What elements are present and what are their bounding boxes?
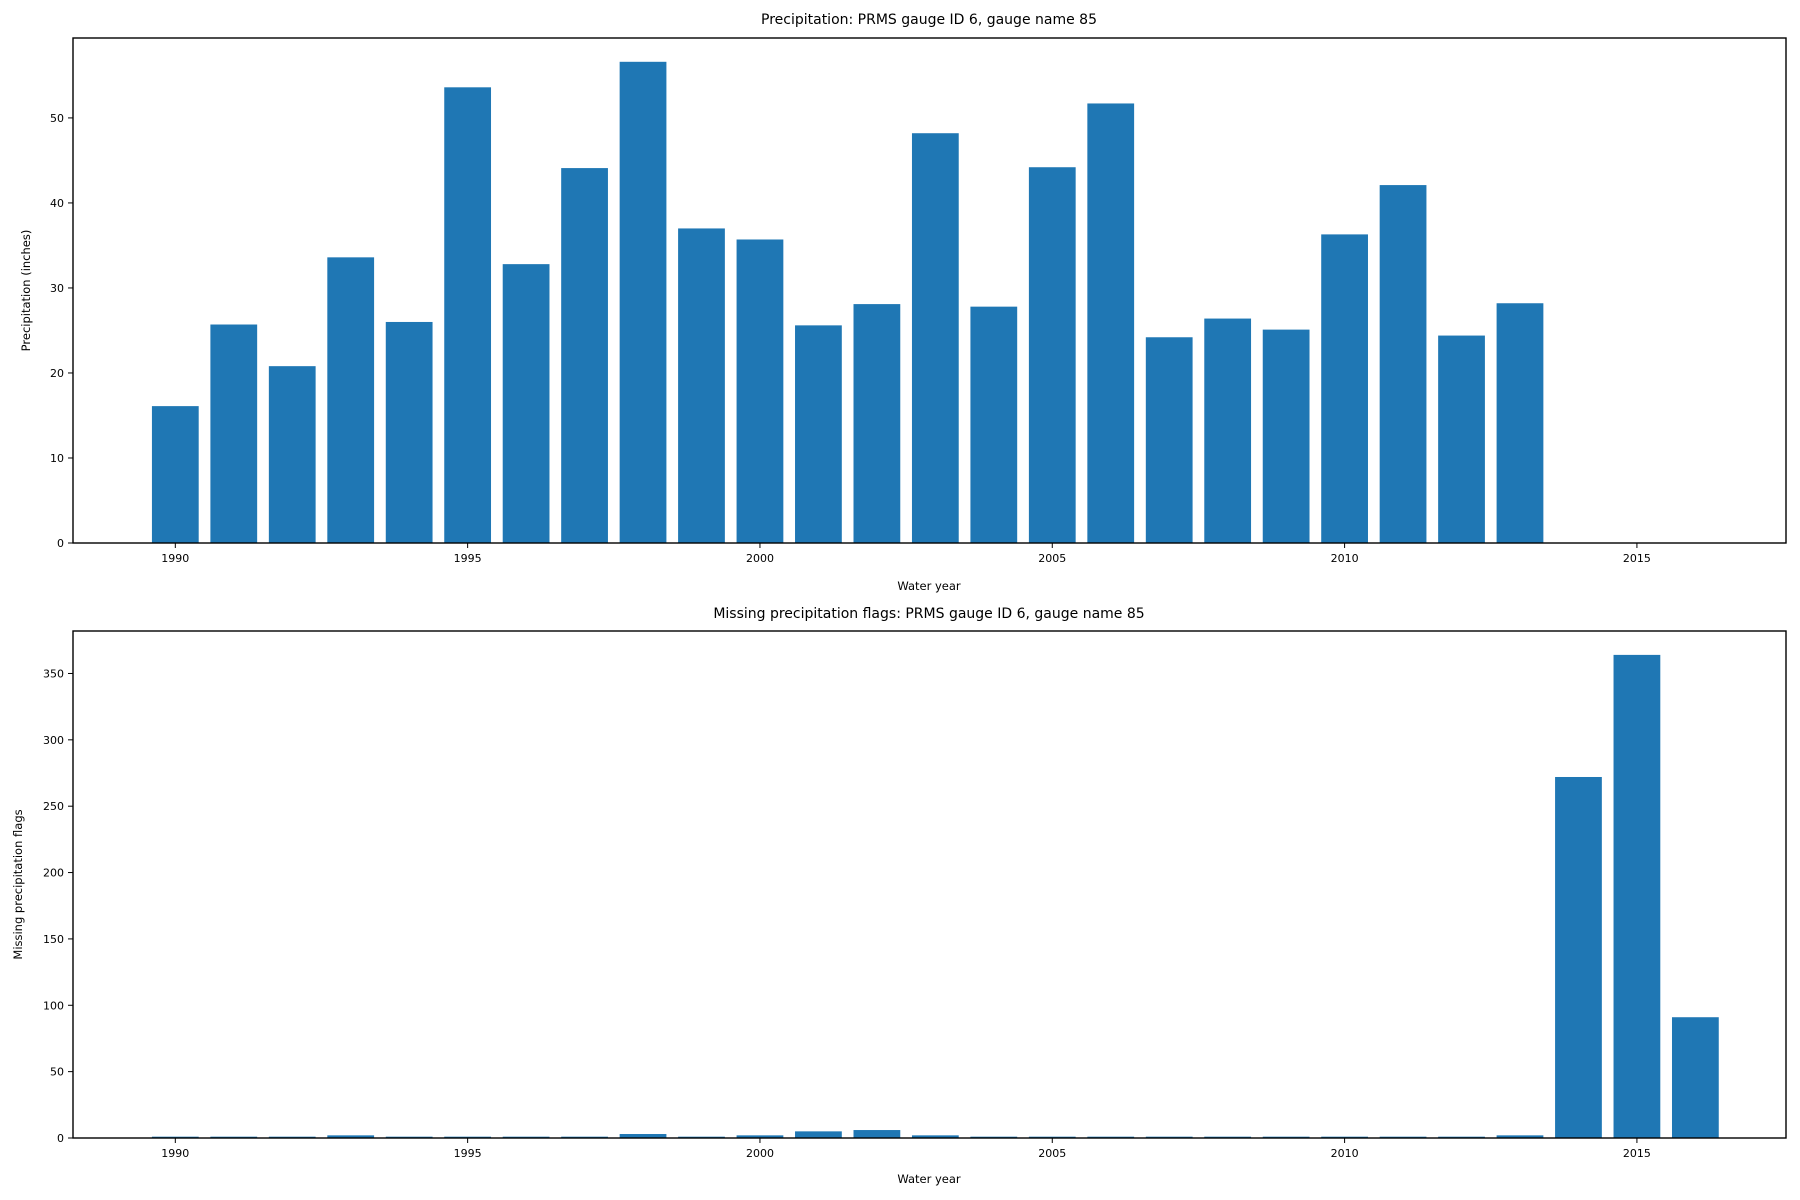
missing-flags-bars	[151, 654, 1719, 1138]
missing-flags-bar-2016	[1671, 1017, 1719, 1138]
precipitation-bar-2013	[1496, 303, 1544, 543]
missing-flags-x-tick-label: 2015	[1623, 1147, 1651, 1160]
precipitation-bar-1998	[619, 61, 667, 544]
precipitation-bar-1991	[210, 324, 258, 543]
missing-flags-y-tick-label: 200	[43, 867, 64, 880]
missing-flags-y-tick-label: 350	[43, 667, 64, 680]
precipitation-bar-2010	[1321, 234, 1368, 543]
missing-flags-chart-title: Missing precipitation flags: PRMS gauge …	[713, 606, 1144, 622]
missing-flags-x-tick-label: 2010	[1331, 1147, 1359, 1160]
missing-flags-bar-2003	[911, 1135, 959, 1138]
missing-flags-y-ticks: 0 50 100 150 200 250 300 350	[43, 667, 73, 1145]
missing-flags-x-ticks: 1990 1995 2000 2005 2010 2015	[161, 1138, 1651, 1160]
precipitation-plot-area	[72, 37, 1787, 544]
precipitation-x-tick-label: 2015	[1623, 552, 1651, 565]
precipitation-bar-2004	[970, 306, 1018, 543]
precipitation-bar-1995	[444, 87, 492, 543]
missing-flags-y-tick-label: 300	[43, 734, 64, 747]
precipitation-bar-2008	[1204, 318, 1252, 543]
missing-flags-y-tick-label: 150	[43, 933, 64, 946]
missing-flags-chart: Missing precipitation flags: PRMS gauge …	[11, 606, 1787, 1186]
missing-flags-y-tick-label: 0	[57, 1132, 64, 1145]
missing-flags-bar-2000	[736, 1135, 784, 1138]
precipitation-bar-2000	[736, 239, 784, 544]
precipitation-bar-2006	[1087, 103, 1135, 544]
precipitation-bar-2001	[795, 325, 842, 543]
precipitation-y-tick-label: 20	[50, 367, 64, 380]
precipitation-bar-1996	[502, 264, 550, 543]
missing-flags-x-tick-label: 1990	[161, 1147, 189, 1160]
precipitation-bar-1999	[678, 228, 725, 543]
missing-flags-bar-1993	[327, 1135, 375, 1138]
precipitation-y-tick-label: 40	[50, 197, 64, 210]
missing-flags-y-tick-label: 250	[43, 800, 64, 813]
precipitation-y-ticks: 0 10 20 30 40 50	[50, 112, 73, 550]
missing-flags-y-axis-label: Missing precipitation flags	[11, 809, 25, 959]
missing-flags-bar-2013	[1496, 1135, 1544, 1138]
precipitation-bar-1990	[151, 406, 199, 543]
missing-flags-bar-2014	[1555, 776, 1602, 1138]
missing-flags-plot-area	[72, 630, 1787, 1139]
precipitation-x-tick-label: 2010	[1331, 552, 1359, 565]
missing-flags-x-tick-label: 1995	[454, 1147, 482, 1160]
precipitation-y-tick-label: 0	[57, 537, 64, 550]
precipitation-y-tick-label: 30	[50, 282, 64, 295]
precipitation-y-tick-label: 10	[50, 452, 64, 465]
precipitation-x-ticks: 1990 1995 2000 2005 2010 2015	[161, 543, 1651, 565]
precipitation-x-tick-label: 1995	[454, 552, 482, 565]
missing-flags-bar-1998	[619, 1134, 667, 1138]
precipitation-chart-title: Precipitation: PRMS gauge ID 6, gauge na…	[761, 12, 1097, 28]
precipitation-bar-2005	[1028, 167, 1076, 544]
precipitation-x-tick-label: 2000	[746, 552, 774, 565]
precipitation-y-tick-label: 50	[50, 112, 64, 125]
precipitation-bar-2012	[1438, 335, 1485, 543]
missing-flags-y-tick-label: 100	[43, 999, 64, 1012]
precipitation-chart: Precipitation: PRMS gauge ID 6, gauge na…	[19, 12, 1787, 593]
precipitation-bar-2007	[1145, 337, 1193, 543]
precipitation-bar-1993	[327, 257, 375, 543]
precipitation-bar-2002	[853, 304, 901, 543]
missing-flags-x-tick-label: 2000	[746, 1147, 774, 1160]
precipitation-bar-1994	[385, 321, 433, 543]
missing-flags-bar-2015	[1613, 654, 1661, 1138]
precipitation-bar-2011	[1379, 185, 1427, 543]
precipitation-x-tick-label: 2005	[1038, 552, 1066, 565]
precipitation-y-axis-label: Precipitation (inches)	[19, 230, 33, 352]
precipitation-bars	[151, 61, 1544, 544]
missing-flags-x-tick-label: 2005	[1038, 1147, 1066, 1160]
precipitation-bar-1997	[561, 168, 608, 543]
missing-flags-bar-2002	[853, 1130, 901, 1138]
precipitation-x-tick-label: 1990	[161, 552, 189, 565]
precipitation-bar-2009	[1262, 329, 1310, 543]
missing-flags-y-tick-label: 50	[50, 1066, 64, 1079]
precipitation-bar-2003	[911, 133, 959, 543]
precipitation-x-axis-label: Water year	[897, 579, 961, 593]
precipitation-bar-1992	[268, 366, 316, 543]
missing-flags-bar-2001	[795, 1131, 842, 1138]
missing-flags-x-axis-label: Water year	[897, 1172, 961, 1186]
